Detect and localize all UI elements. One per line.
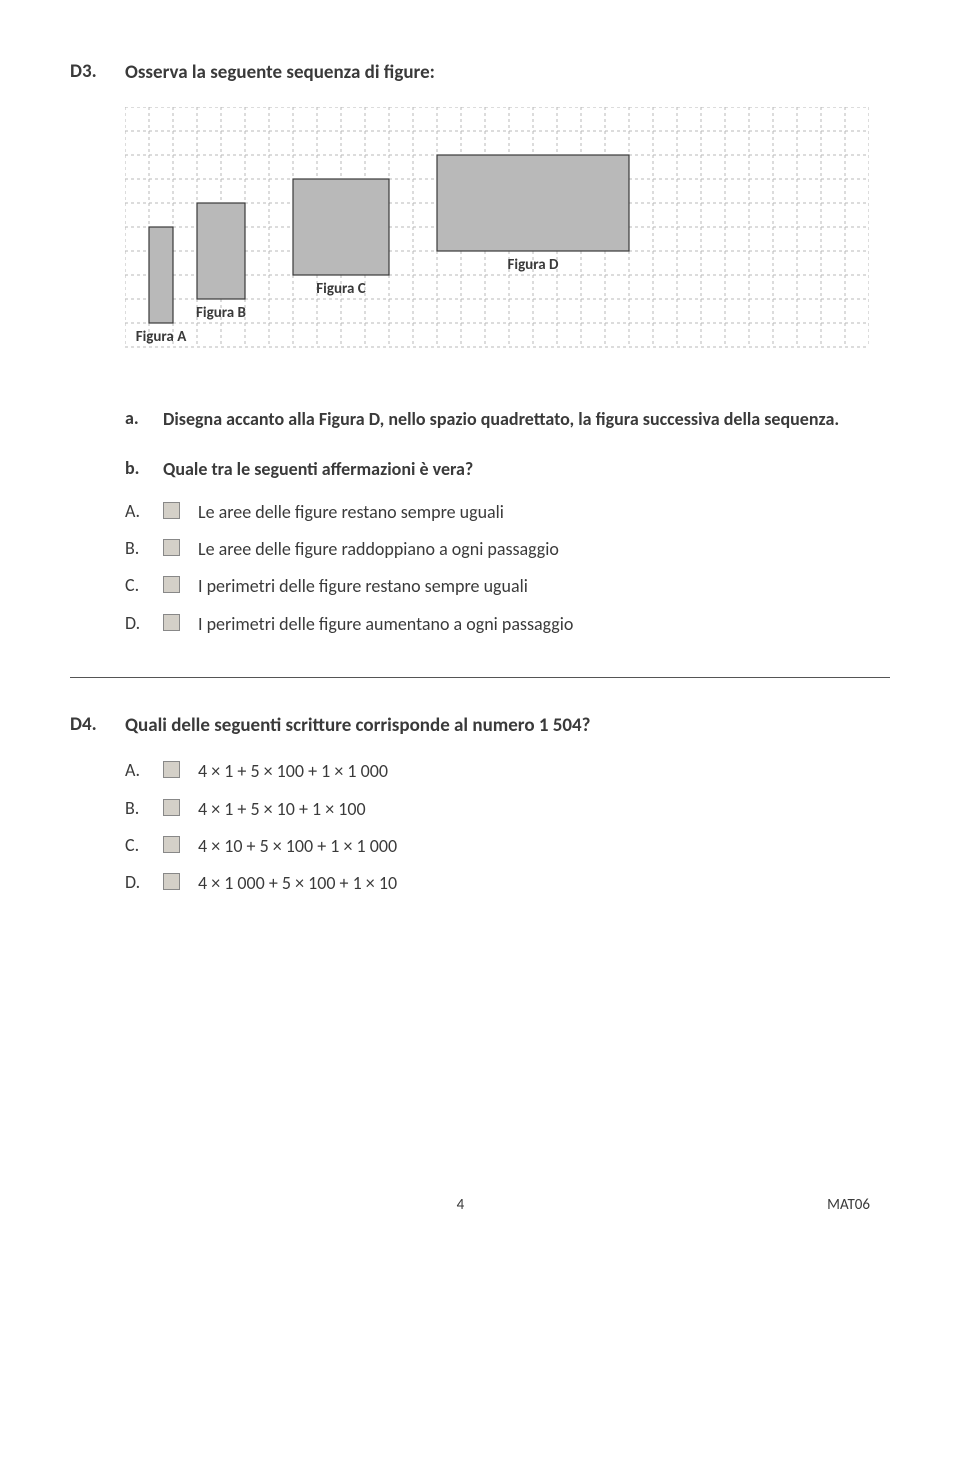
option-text: 4 × 1 000 + 5 × 100 + 1 × 10 — [198, 871, 397, 896]
svg-text:Figura B: Figura B — [196, 304, 246, 322]
page-footer: . 4 MAT06 — [70, 1196, 890, 1214]
page-code: MAT06 — [827, 1196, 870, 1214]
svg-text:Figura A: Figura A — [136, 328, 188, 346]
option-letter: A. — [125, 500, 163, 522]
option-text: 4 × 10 + 5 × 100 + 1 × 1 000 — [198, 834, 397, 859]
checkbox-icon[interactable] — [163, 799, 180, 816]
checkbox-icon[interactable] — [163, 873, 180, 890]
d3-id: D3. — [70, 60, 125, 83]
d3-b-id: b. — [125, 457, 163, 479]
d4-options-wrap: A. 4 × 1 + 5 × 100 + 1 × 1 000 B. 4 × 1 + 5… — [125, 759, 890, 896]
d4-options: A. 4 × 1 + 5 × 100 + 1 × 1 000 B. 4 × 1 + 5… — [125, 759, 890, 896]
checkbox-icon[interactable] — [163, 576, 180, 593]
option-letter: C. — [125, 834, 163, 856]
d3-a-text: Disegna accanto alla Figura D, nello spa… — [163, 407, 839, 432]
sequence-chart: Figura A Figura B Figura C Figura D — [125, 107, 869, 377]
option-letter: B. — [125, 537, 163, 559]
option-text: Le aree delle figure restano sempre ugua… — [198, 500, 504, 525]
checkbox-icon[interactable] — [163, 836, 180, 853]
option-row: D. I perimetri delle figure aumentano a o… — [125, 612, 890, 637]
d3-a-header: a. Disegna accanto alla Figura D, nello … — [125, 407, 890, 432]
checkbox-icon[interactable] — [163, 614, 180, 631]
option-row: C. I perimetri delle figure restano sempr… — [125, 574, 890, 599]
option-letter: D. — [125, 612, 163, 634]
d3-b-text: Quale tra le seguenti affermazioni è ver… — [163, 457, 473, 482]
d4-id: D4. — [70, 713, 125, 736]
checkbox-icon[interactable] — [163, 761, 180, 778]
option-text: I perimetri delle figure aumentano a ogn… — [198, 612, 573, 637]
checkbox-icon[interactable] — [163, 502, 180, 519]
d3-title: Osserva la seguente sequenza di figure: — [125, 60, 435, 87]
option-row: B. 4 × 1 + 5 × 10 + 1 × 100 — [125, 797, 890, 822]
option-row: D. 4 × 1 000 + 5 × 100 + 1 × 10 — [125, 871, 890, 896]
d4-header: D4. Quali delle seguenti scritture corri… — [70, 713, 890, 740]
option-text: 4 × 1 + 5 × 10 + 1 × 100 — [198, 797, 366, 822]
option-text: 4 × 1 + 5 × 100 + 1 × 1 000 — [198, 759, 388, 784]
page-number: 4 — [94, 1196, 827, 1214]
section-divider — [70, 677, 890, 678]
d3-figure-grid: Figura A Figura B Figura C Figura D — [125, 107, 890, 377]
option-letter: A. — [125, 759, 163, 781]
option-text: Le aree delle figure raddoppiano a ogni … — [198, 537, 559, 562]
d3-a-id: a. — [125, 407, 163, 429]
option-row: C. 4 × 10 + 5 × 100 + 1 × 1 000 — [125, 834, 890, 859]
option-text: I perimetri delle figure restano sempre … — [198, 574, 528, 599]
question-d3: D3. Osserva la seguente sequenza di figu… — [70, 60, 890, 637]
d4-title: Quali delle seguenti scritture corrispon… — [125, 713, 590, 740]
svg-text:Figura C: Figura C — [316, 280, 366, 298]
d3-part-a: a. Disegna accanto alla Figura D, nello … — [125, 407, 890, 432]
question-d4: D4. Quali delle seguenti scritture corri… — [70, 713, 890, 896]
d3-b-header: b. Quale tra le seguenti affermazioni è … — [125, 457, 890, 482]
svg-text:Figura D: Figura D — [508, 256, 560, 274]
d3-header: D3. Osserva la seguente sequenza di figu… — [70, 60, 890, 87]
option-letter: B. — [125, 797, 163, 819]
option-row: A. 4 × 1 + 5 × 100 + 1 × 1 000 — [125, 759, 890, 784]
option-letter: C. — [125, 574, 163, 596]
option-row: A. Le aree delle figure restano sempre ug… — [125, 500, 890, 525]
d3-part-b: b. Quale tra le seguenti affermazioni è … — [125, 457, 890, 637]
option-letter: D. — [125, 871, 163, 893]
d3-b-options: A. Le aree delle figure restano sempre ug… — [125, 500, 890, 637]
option-row: B. Le aree delle figure raddoppiano a ogn… — [125, 537, 890, 562]
checkbox-icon[interactable] — [163, 539, 180, 556]
